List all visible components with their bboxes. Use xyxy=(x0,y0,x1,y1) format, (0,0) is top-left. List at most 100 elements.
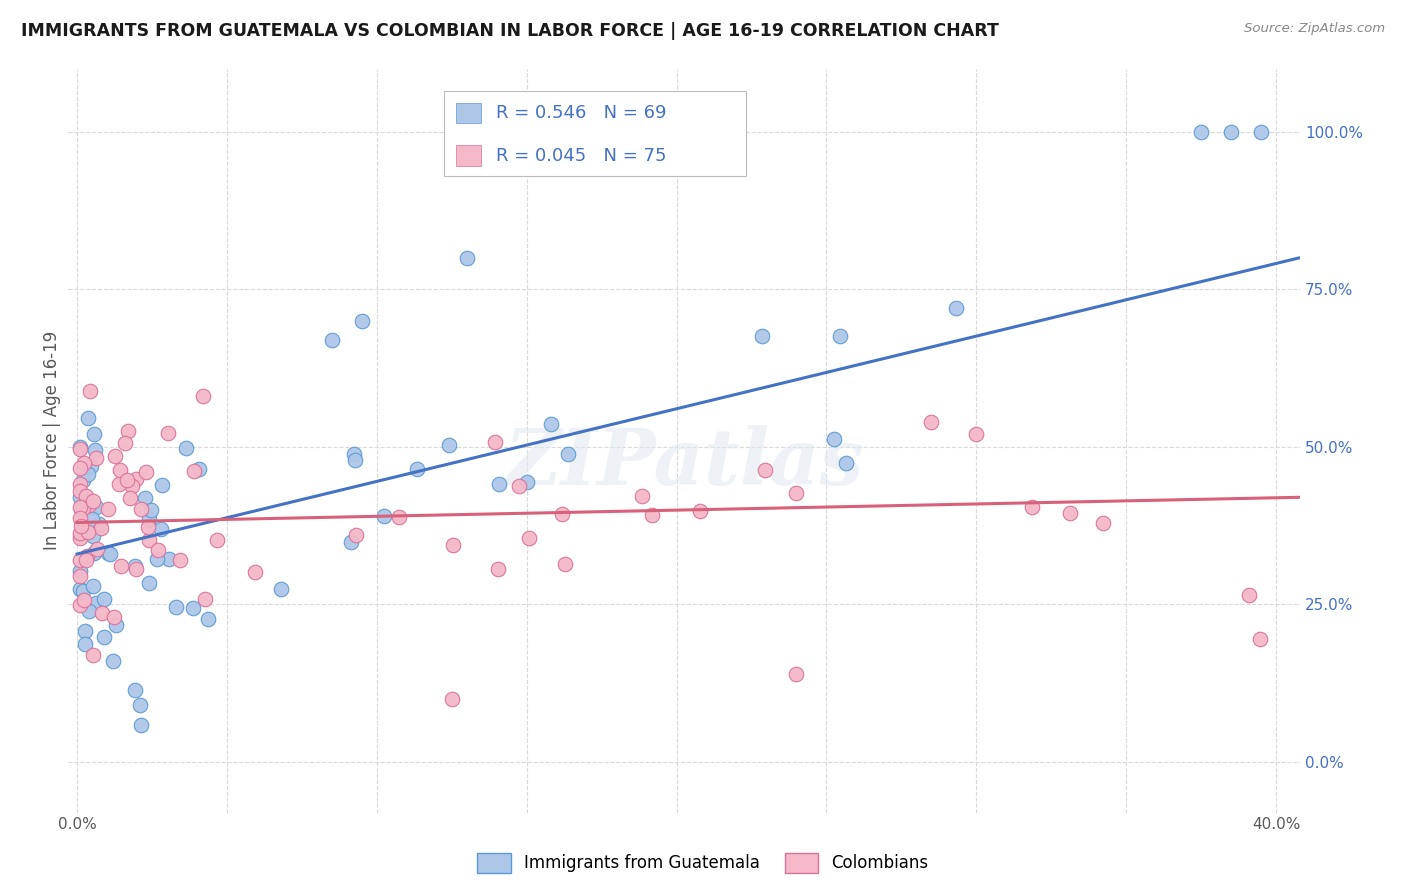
Point xyxy=(115,473,138,487)
Text: IMMIGRANTS FROM GUATEMALA VS COLOMBIAN IN LABOR FORCE | AGE 16-19 CORRELATION CH: IMMIGRANTS FROM GUATEMALA VS COLOMBIAN I… xyxy=(21,22,1000,40)
Point xyxy=(77,467,100,482)
Point xyxy=(321,333,343,347)
Point xyxy=(1250,125,1272,139)
Point xyxy=(138,576,160,591)
Point xyxy=(77,411,100,425)
Text: ZIPatlas: ZIPatlas xyxy=(505,425,863,501)
Point xyxy=(75,637,97,651)
Point xyxy=(920,415,942,429)
Point xyxy=(84,595,107,609)
Point xyxy=(557,446,579,460)
Point xyxy=(69,531,91,545)
Point xyxy=(965,427,987,442)
Point xyxy=(75,489,97,503)
Point xyxy=(83,427,105,442)
Point xyxy=(97,546,120,560)
Point xyxy=(124,683,146,698)
Point xyxy=(437,438,460,452)
Point xyxy=(828,329,851,343)
Point xyxy=(484,435,506,450)
Point xyxy=(136,519,159,533)
Point xyxy=(69,440,91,454)
Point xyxy=(754,463,776,477)
Point xyxy=(183,464,205,478)
Point xyxy=(105,617,128,632)
Point xyxy=(83,546,105,560)
Point xyxy=(83,443,105,458)
Point xyxy=(540,417,562,432)
Point xyxy=(1092,516,1115,530)
Point xyxy=(103,609,125,624)
Point xyxy=(69,569,91,583)
Point xyxy=(125,562,148,576)
Point xyxy=(69,477,91,491)
Point xyxy=(785,485,807,500)
Point xyxy=(73,624,96,638)
Point xyxy=(138,533,160,548)
Point xyxy=(120,491,142,506)
Point xyxy=(76,553,98,567)
Point xyxy=(69,502,91,516)
Point xyxy=(108,476,131,491)
Point xyxy=(91,606,114,620)
Point xyxy=(69,442,91,457)
Point xyxy=(69,599,91,613)
Point xyxy=(93,591,115,606)
Point xyxy=(141,502,163,516)
Point xyxy=(388,510,411,524)
Point xyxy=(174,441,197,455)
Point xyxy=(1249,632,1271,646)
Point xyxy=(270,582,292,596)
Point xyxy=(785,666,807,681)
Point xyxy=(84,450,107,465)
Point xyxy=(87,517,110,532)
Point xyxy=(77,498,100,512)
Point xyxy=(124,559,146,574)
Point xyxy=(488,477,510,491)
Point xyxy=(69,500,91,515)
Point xyxy=(169,553,191,567)
Point xyxy=(243,565,266,579)
FancyBboxPatch shape xyxy=(456,103,481,123)
Point xyxy=(1021,500,1043,515)
Point xyxy=(89,521,111,535)
Point xyxy=(751,328,773,343)
Point xyxy=(486,562,509,576)
Text: R = 0.546   N = 69: R = 0.546 N = 69 xyxy=(495,104,666,122)
Text: Source: ZipAtlas.com: Source: ZipAtlas.com xyxy=(1244,22,1385,36)
Point xyxy=(97,501,120,516)
Point xyxy=(110,558,132,573)
Point xyxy=(945,301,967,315)
Point xyxy=(630,490,652,504)
Point xyxy=(80,500,103,514)
Point xyxy=(194,592,217,607)
Point xyxy=(69,582,91,596)
Point xyxy=(150,522,173,536)
Point xyxy=(165,599,187,614)
Point xyxy=(342,447,364,461)
Point xyxy=(344,527,367,541)
Point xyxy=(188,462,211,476)
Point xyxy=(98,547,121,561)
Point xyxy=(114,436,136,450)
Point xyxy=(554,557,576,571)
Point xyxy=(406,462,429,476)
Point xyxy=(103,450,125,464)
Point xyxy=(69,461,91,475)
Point xyxy=(373,508,395,523)
Point xyxy=(82,493,104,508)
Point xyxy=(77,604,100,618)
Point xyxy=(82,529,104,543)
Point xyxy=(145,552,167,566)
Y-axis label: In Labor Force | Age 16-19: In Labor Force | Age 16-19 xyxy=(44,331,60,550)
Point xyxy=(134,491,156,506)
Point xyxy=(80,458,103,473)
Point xyxy=(146,542,169,557)
Point xyxy=(1220,125,1243,139)
Point xyxy=(129,718,152,732)
Point xyxy=(641,508,664,523)
Point xyxy=(82,578,104,592)
Point xyxy=(440,692,463,706)
Point xyxy=(1189,125,1212,139)
FancyBboxPatch shape xyxy=(456,145,481,166)
